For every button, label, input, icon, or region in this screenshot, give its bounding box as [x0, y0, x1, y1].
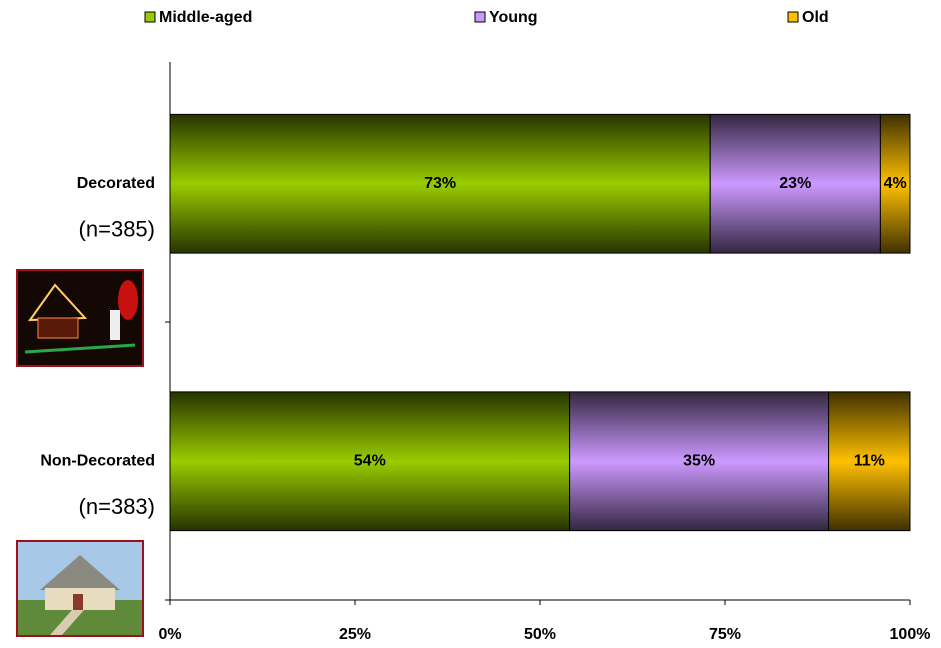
x-tick-label: 75%	[709, 626, 741, 643]
bar-shading	[709, 113, 881, 254]
x-tick-label: 50%	[524, 626, 556, 643]
value-label: 4%	[884, 175, 907, 192]
value-label: 54%	[354, 452, 386, 469]
bar-shading	[569, 391, 830, 532]
legend-label: Middle-aged	[159, 9, 252, 26]
bar-shading	[828, 391, 911, 532]
category-note: (n=383)	[79, 494, 155, 519]
value-label: 11%	[854, 452, 885, 469]
value-label: 73%	[424, 175, 456, 192]
plain-house-photo	[16, 540, 144, 637]
decorated-house-photo	[16, 269, 144, 367]
legend-label: Young	[489, 9, 538, 26]
x-tick-label: 25%	[339, 626, 371, 643]
value-label: 23%	[779, 175, 811, 192]
legend-label: Old	[802, 9, 829, 26]
legend-swatch	[474, 11, 486, 23]
bar-shading	[169, 113, 711, 254]
x-tick-label: 100%	[890, 626, 931, 643]
x-tick-label: 0%	[158, 626, 181, 643]
category-label: Decorated	[77, 175, 155, 192]
category-note: (n=385)	[79, 217, 155, 242]
legend-swatch	[144, 11, 156, 23]
category-label: Non-Decorated	[40, 452, 155, 469]
bar-shading	[169, 391, 571, 532]
legend-swatch	[787, 11, 799, 23]
value-label: 35%	[683, 452, 715, 469]
bar-shading	[879, 113, 911, 254]
